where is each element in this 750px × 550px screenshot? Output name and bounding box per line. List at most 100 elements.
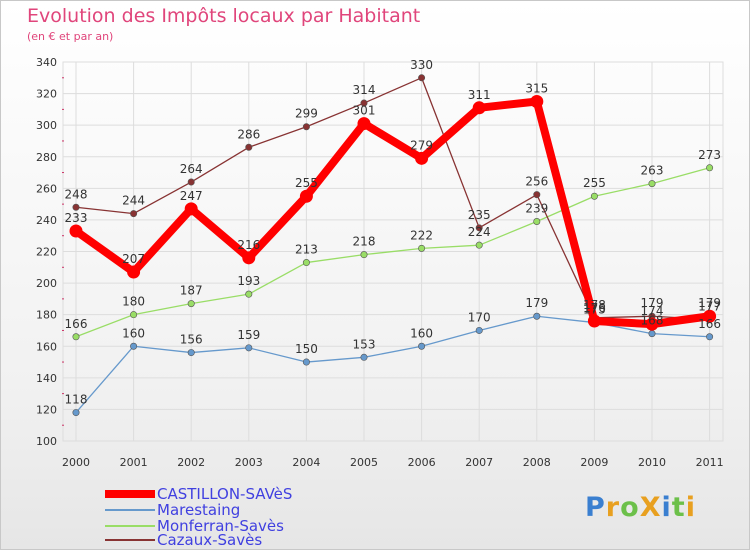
data-labels: 118 160 156 159 150 153 160 170 179 175 168 166 166 1… [65, 58, 722, 407]
legend-swatch [105, 509, 155, 511]
data-point [533, 217, 541, 225]
data-point [184, 202, 198, 216]
data-label: 176 [583, 301, 606, 315]
data-label: 255 [295, 176, 318, 190]
data-label: 279 [410, 138, 433, 152]
data-label: 160 [122, 326, 145, 340]
data-label: 193 [237, 274, 260, 288]
data-label: 224 [468, 225, 491, 239]
axes: 100 120 140 160 180 200 220 240 260 280 300 320 340 2… [36, 56, 724, 469]
y-tick-label: 200 [36, 277, 57, 290]
legend-swatch [105, 490, 155, 498]
data-label: 247 [180, 189, 203, 203]
series-line [75, 315, 711, 414]
data-label: 222 [410, 228, 433, 242]
data-point [360, 251, 368, 259]
data-point [299, 189, 313, 203]
data-point [187, 349, 195, 357]
data-point [357, 117, 371, 131]
data-label: 170 [468, 310, 491, 324]
legend-item: Monferran-Savès [105, 517, 284, 535]
data-point [418, 74, 426, 82]
data-label: 218 [353, 235, 376, 249]
x-tick-label: 2006 [408, 456, 436, 469]
series-Cazaux-Savès [72, 74, 714, 323]
brand-letter: o [620, 492, 640, 523]
data-label: 311 [468, 88, 491, 102]
x-tick-label: 2011 [696, 456, 724, 469]
y-tick-label: 240 [36, 214, 57, 227]
data-point [706, 333, 714, 341]
data-label: 179 [525, 296, 548, 310]
data-label: 187 [180, 284, 203, 298]
data-label: 273 [698, 148, 721, 162]
data-label: 174 [641, 304, 664, 318]
series-Marestaing [72, 312, 714, 417]
data-label: 286 [237, 127, 260, 141]
legend-item: CASTILLON-SAVèS [105, 485, 293, 503]
data-point [130, 210, 138, 218]
brand-letter: P [585, 492, 606, 523]
data-label: 179 [641, 296, 664, 310]
y-tick-label: 260 [36, 182, 57, 195]
y-tick-label: 300 [36, 119, 57, 132]
data-label: 153 [353, 337, 376, 351]
data-point [475, 326, 483, 334]
data-point [418, 342, 426, 350]
data-point [245, 290, 253, 298]
y-tick-label: 220 [36, 246, 57, 259]
data-point [72, 333, 80, 341]
data-point [475, 224, 483, 232]
legend-label: CASTILLON-SAVèS [157, 485, 293, 503]
data-label: 166 [698, 317, 721, 331]
legend-label: Marestaing [157, 501, 241, 519]
series-line [75, 167, 711, 338]
data-point [706, 164, 714, 172]
data-point [648, 330, 656, 338]
data-point [302, 123, 310, 131]
data-point [533, 191, 541, 199]
data-label: 235 [468, 208, 491, 222]
x-tick-label: 2000 [62, 456, 90, 469]
brand-logo: ProXiti [585, 492, 696, 523]
chart-subtitle: (en € et par an) [27, 30, 114, 43]
data-point [590, 192, 598, 200]
data-point [130, 342, 138, 350]
data-point [648, 180, 656, 188]
y-tick-label: 160 [36, 340, 57, 353]
legend-label: Cazaux-Savès [157, 531, 263, 549]
data-label: 248 [65, 187, 88, 201]
x-tick-label: 2003 [235, 456, 263, 469]
legend-item: Cazaux-Savès [105, 531, 263, 549]
legend-label: Monferran-Savès [157, 517, 284, 535]
data-label: 150 [295, 342, 318, 356]
data-point [72, 203, 80, 211]
data-point [418, 244, 426, 252]
data-label: 256 [525, 175, 548, 189]
y-tick-label: 100 [36, 435, 57, 448]
data-label: 301 [353, 104, 376, 118]
y-tick-label: 140 [36, 372, 57, 385]
brand-letter: r [605, 492, 621, 523]
y-tick-label: 320 [36, 88, 57, 101]
data-point [645, 317, 659, 331]
x-tick-label: 2007 [465, 456, 493, 469]
data-point [360, 353, 368, 361]
data-label: 239 [525, 201, 548, 215]
data-label: 159 [237, 328, 260, 342]
data-label: 264 [180, 162, 203, 176]
x-tick-label: 2002 [177, 456, 205, 469]
data-point [302, 259, 310, 267]
data-point [475, 241, 483, 249]
data-label: 244 [122, 194, 145, 208]
x-tick-label: 2010 [638, 456, 666, 469]
x-tick-label: 2008 [523, 456, 551, 469]
brand-letter: X [639, 492, 662, 523]
data-label: 207 [122, 252, 145, 266]
data-point [472, 101, 486, 115]
data-point [703, 309, 717, 323]
legend-swatch [105, 539, 155, 541]
data-point [360, 99, 368, 107]
legend-item: Marestaing [105, 501, 241, 519]
